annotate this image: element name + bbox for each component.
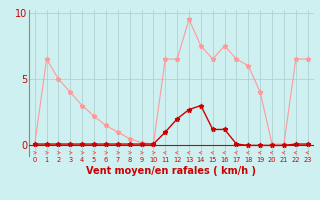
X-axis label: Vent moyen/en rafales ( km/h ): Vent moyen/en rafales ( km/h ) (86, 166, 256, 176)
